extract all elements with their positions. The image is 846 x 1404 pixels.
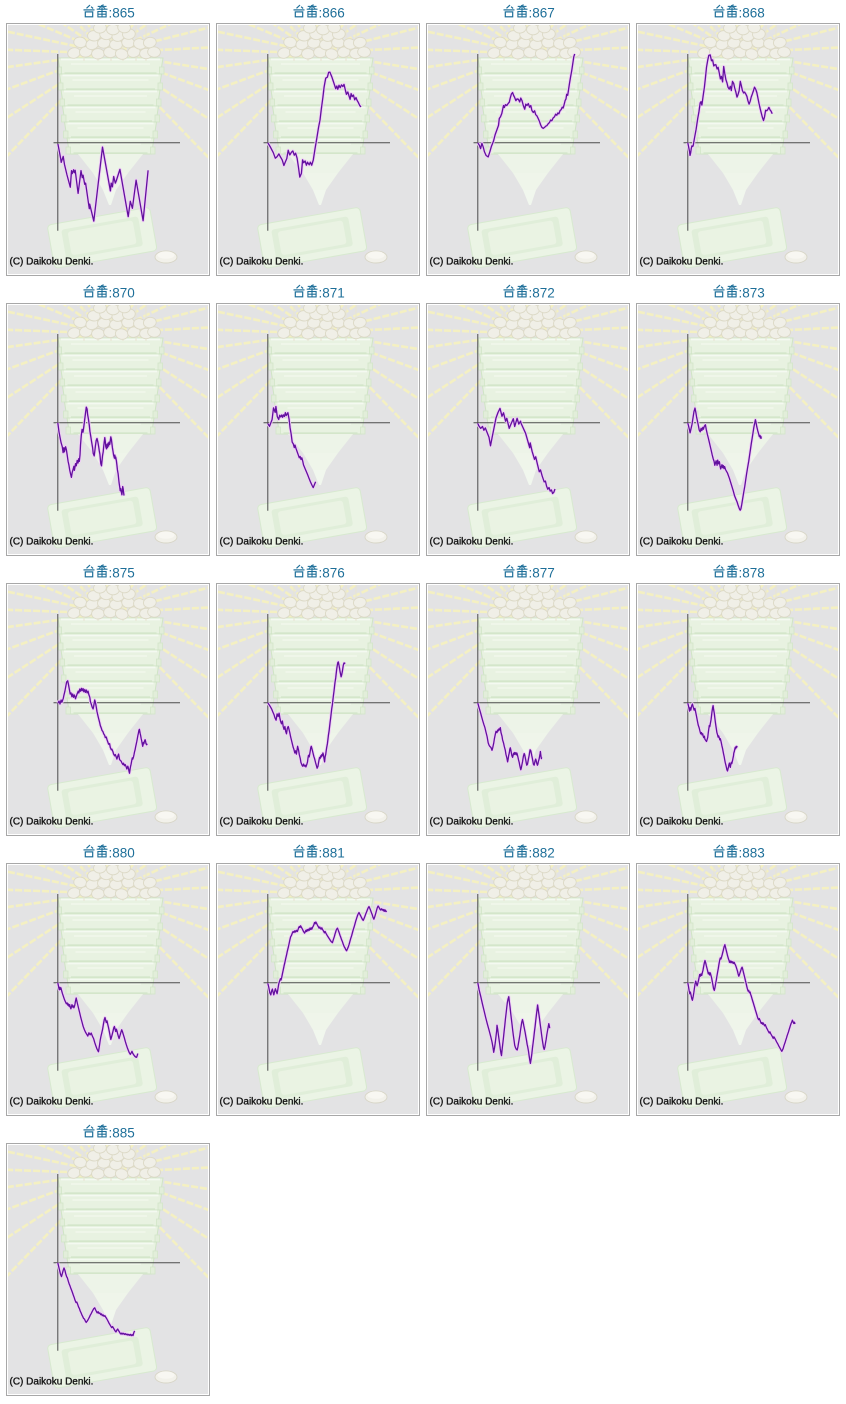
svg-text:(C) Daikoku Denki.: (C) Daikoku Denki. — [430, 1097, 514, 1108]
svg-text::872: :872 — [529, 286, 555, 301]
svg-text::880: :880 — [109, 846, 135, 861]
svg-text:(C) Daikoku Denki.: (C) Daikoku Denki. — [220, 257, 304, 268]
svg-text::867: :867 — [529, 6, 555, 21]
svg-text:(C) Daikoku Denki.: (C) Daikoku Denki. — [220, 817, 304, 828]
svg-text::868: :868 — [739, 6, 765, 21]
svg-text::876: :876 — [319, 566, 345, 581]
svg-text::885: :885 — [109, 1126, 135, 1141]
svg-text:(C) Daikoku Denki.: (C) Daikoku Denki. — [220, 1097, 304, 1108]
svg-text:(C) Daikoku Denki.: (C) Daikoku Denki. — [640, 537, 724, 548]
svg-text::875: :875 — [109, 566, 135, 581]
svg-text:(C) Daikoku Denki.: (C) Daikoku Denki. — [10, 257, 94, 268]
svg-text:(C) Daikoku Denki.: (C) Daikoku Denki. — [430, 257, 514, 268]
svg-text:(C) Daikoku Denki.: (C) Daikoku Denki. — [10, 817, 94, 828]
svg-text::878: :878 — [739, 566, 765, 581]
svg-text:(C) Daikoku Denki.: (C) Daikoku Denki. — [10, 537, 94, 548]
svg-text:(C) Daikoku Denki.: (C) Daikoku Denki. — [640, 257, 724, 268]
svg-text:(C) Daikoku Denki.: (C) Daikoku Denki. — [430, 537, 514, 548]
svg-text::865: :865 — [109, 6, 135, 21]
svg-text:(C) Daikoku Denki.: (C) Daikoku Denki. — [10, 1377, 94, 1388]
svg-text:(C) Daikoku Denki.: (C) Daikoku Denki. — [640, 817, 724, 828]
svg-text::877: :877 — [529, 566, 555, 581]
svg-text::870: :870 — [109, 286, 135, 301]
svg-text:(C) Daikoku Denki.: (C) Daikoku Denki. — [640, 1097, 724, 1108]
svg-text::882: :882 — [529, 846, 555, 861]
svg-text::873: :873 — [739, 286, 765, 301]
svg-text::881: :881 — [319, 846, 345, 861]
svg-text::866: :866 — [319, 6, 345, 21]
svg-text:(C) Daikoku Denki.: (C) Daikoku Denki. — [430, 817, 514, 828]
svg-text::883: :883 — [739, 846, 765, 861]
svg-text:(C) Daikoku Denki.: (C) Daikoku Denki. — [220, 537, 304, 548]
svg-text:(C) Daikoku Denki.: (C) Daikoku Denki. — [10, 1097, 94, 1108]
svg-text::871: :871 — [319, 286, 345, 301]
